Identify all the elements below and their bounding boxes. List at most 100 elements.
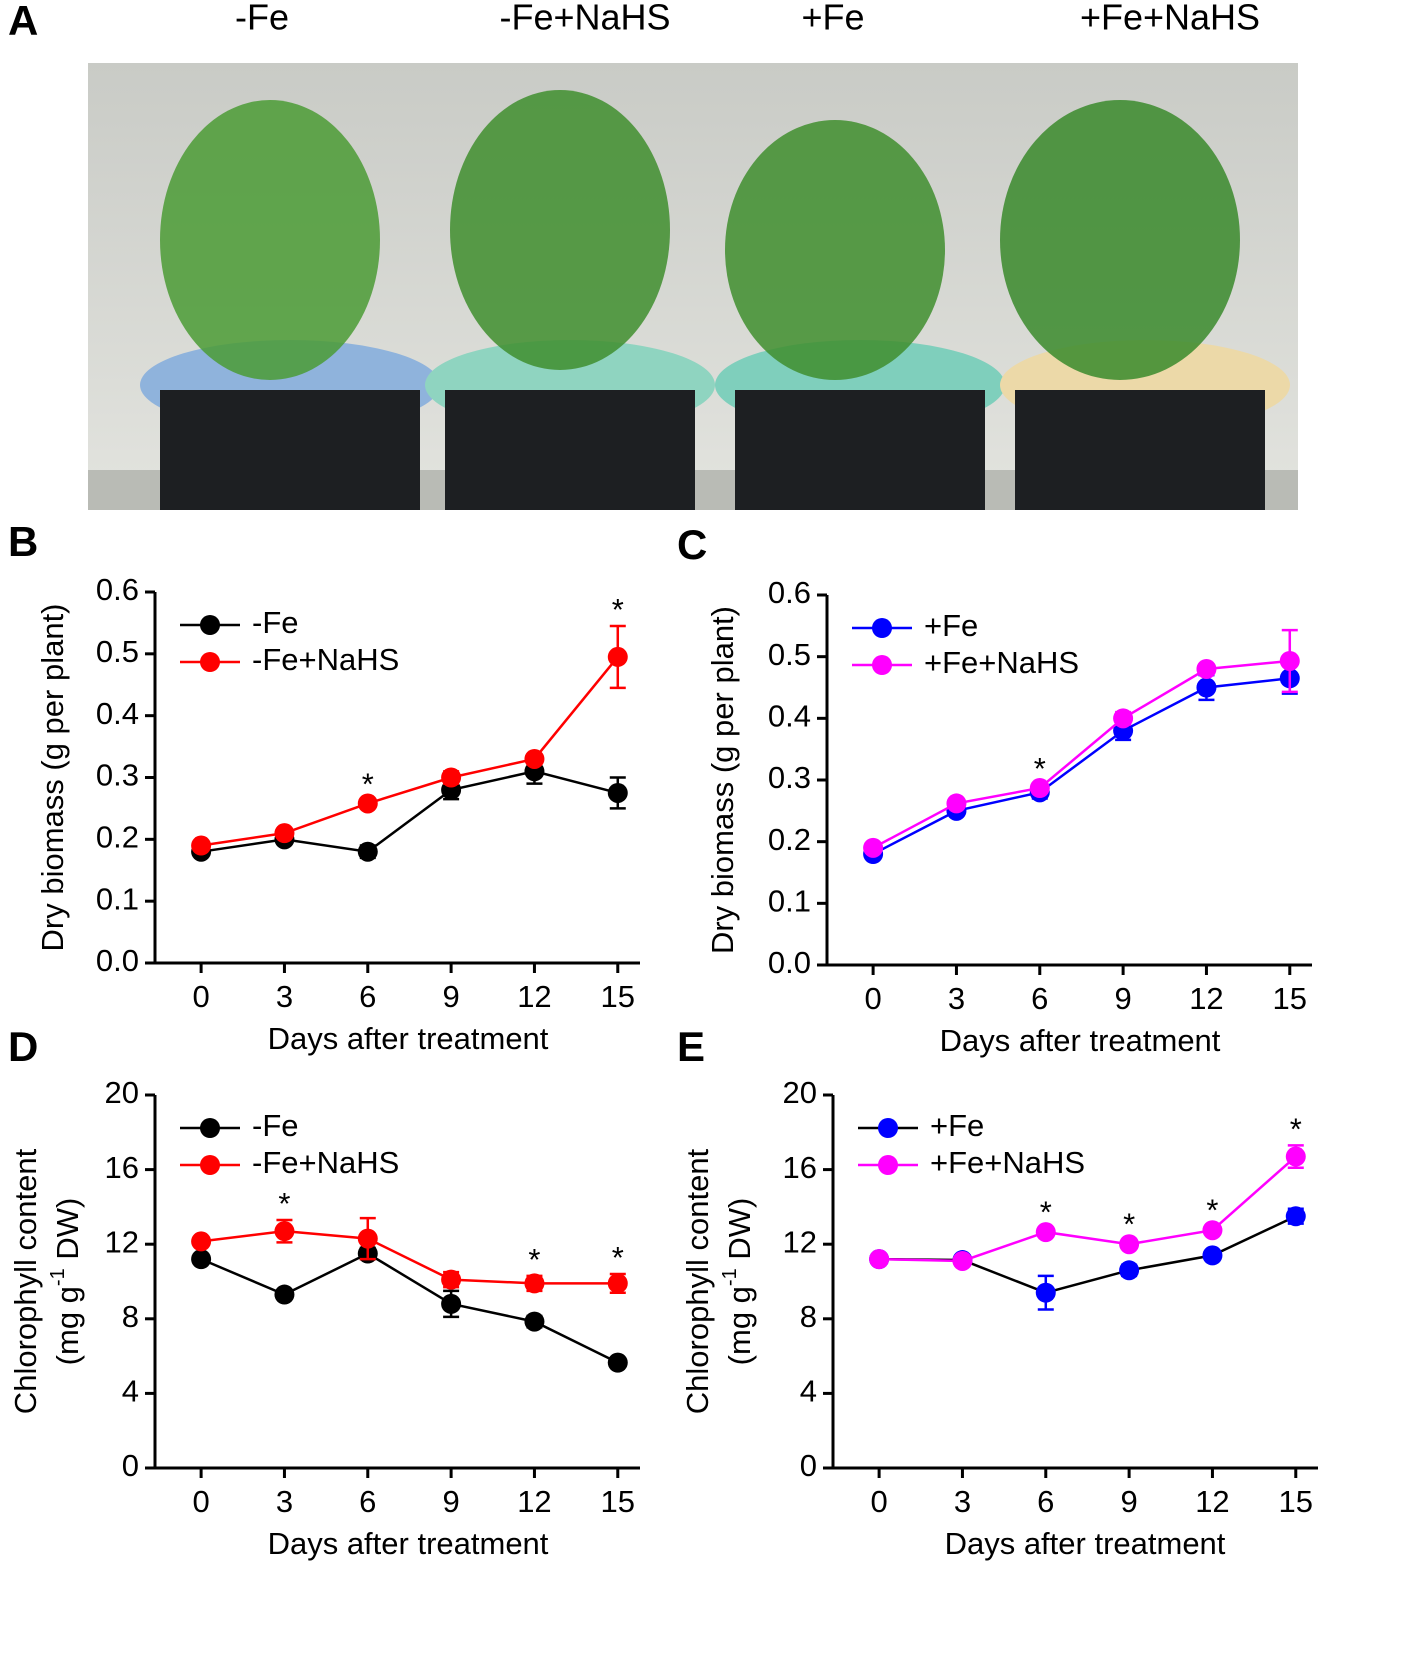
photo-label: +Fe [801,0,864,38]
y-tick-label: 8 [800,1299,817,1334]
unit-part: -1 [47,1268,69,1286]
data-point [1196,677,1217,698]
significance-mark: * [1034,751,1046,786]
data-point [357,1228,378,1249]
data-point [1035,1282,1056,1303]
y-tick-label: 16 [105,1150,139,1185]
data-point [191,1249,212,1270]
series-line [200,1252,619,1364]
data-point [524,748,545,769]
x-tick-label: 9 [1120,1484,1137,1519]
legend-label: -Fe+NaHS [252,642,399,677]
x-tick-label: 15 [1279,1484,1313,1519]
y-axis-label: Dry biomass (g per plant) [705,606,740,954]
data-point [357,793,378,814]
data-point [607,646,628,667]
significance-mark: * [1040,1195,1052,1230]
significance-mark: * [362,767,374,802]
data-point [869,1249,890,1270]
data-point [441,1269,462,1290]
x-tick-label: 0 [192,979,209,1014]
panel-label: E [677,1023,705,1070]
x-tick-label: 12 [1195,1484,1229,1519]
unit-part: (mg g [722,1286,757,1365]
x-tick-label: 12 [517,979,551,1014]
photo-label: -Fe+NaHS [499,0,670,38]
x-tick-label: 6 [1031,981,1048,1016]
x-tick-label: 0 [864,981,881,1016]
legend-label: +Fe+NaHS [930,1145,1085,1180]
y-tick-label: 0.1 [96,881,139,916]
data-point [274,1284,295,1305]
data-point [607,782,628,803]
x-tick-label: 9 [442,979,459,1014]
legend-label: -Fe [252,605,299,640]
x-axis-label: Days after treatment [945,1526,1226,1561]
x-tick-label: 3 [276,979,293,1014]
x-tick-label: 6 [1037,1484,1054,1519]
y-axis-label: Chlorophyll content [8,1148,43,1414]
legend-marker [872,655,892,675]
significance-mark: * [1290,1112,1302,1147]
data-point [1285,1206,1306,1227]
data-point [1035,1222,1056,1243]
x-tick-label: 15 [1273,981,1307,1016]
y-tick-label: 0.2 [768,822,811,857]
legend-marker [200,1155,220,1175]
x-tick-label: 6 [359,979,376,1014]
y-axis-unit: (mg g-1 DW) [47,1198,85,1366]
y-tick-label: 0.3 [96,758,139,793]
y-tick-label: 8 [122,1299,139,1334]
y-tick-label: 16 [783,1150,817,1185]
series-line [200,770,619,854]
panel-label: B [8,518,38,565]
data-point [274,1221,295,1242]
data-point [441,1293,462,1314]
y-tick-label: 0.4 [96,696,139,731]
x-tick-label: 0 [192,1484,209,1519]
x-axis-label: Days after treatment [268,1526,549,1561]
data-point [607,1352,628,1373]
x-axis-label: Days after treatment [268,1021,549,1056]
y-tick-label: 4 [122,1374,139,1409]
y-tick-label: 12 [105,1224,139,1259]
y-tick-label: 0.5 [768,637,811,672]
significance-mark: * [1206,1193,1218,1228]
legend-marker [878,1155,898,1175]
series-line [200,656,619,847]
x-tick-label: 3 [948,981,965,1016]
significance-mark: * [612,592,624,627]
data-point [1196,659,1217,679]
data-point [607,1273,628,1294]
legend-label: +Fe [930,1108,984,1143]
legend-label: -Fe+NaHS [252,1145,399,1180]
panel-label: D [8,1023,38,1070]
y-tick-label: 0 [800,1448,817,1483]
y-tick-label: 0.2 [96,820,139,855]
significance-mark: * [612,1240,624,1275]
series-line [879,1155,1297,1263]
data-point [524,1273,545,1294]
data-point [1202,1220,1223,1241]
data-point [191,835,212,856]
data-point [863,837,884,858]
x-tick-label: 3 [276,1484,293,1519]
panel-label: C [677,521,707,568]
x-tick-label: 15 [601,1484,635,1519]
legend-label: +Fe+NaHS [924,645,1079,680]
y-tick-label: 4 [800,1374,817,1409]
panel-label: A [8,0,38,44]
y-axis-unit: (mg g-1 DW) [719,1198,757,1366]
significance-mark: * [528,1242,540,1277]
y-tick-label: 0.3 [768,760,811,795]
unit-part: DW) [50,1198,85,1269]
legend-marker [200,615,220,635]
data-point [952,1250,973,1271]
data-point [1119,1234,1140,1255]
legend-label: +Fe [924,608,978,643]
y-tick-label: 0 [122,1448,139,1483]
x-tick-label: 3 [954,1484,971,1519]
x-tick-label: 6 [359,1484,376,1519]
y-axis-label: Dry biomass (g per plant) [35,603,70,951]
